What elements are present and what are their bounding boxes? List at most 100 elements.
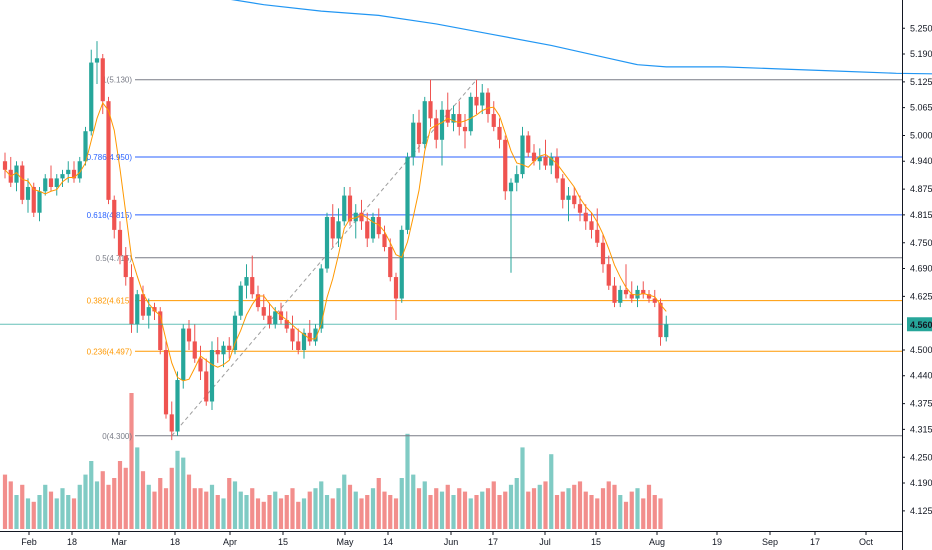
candle-body (94, 58, 100, 63)
time-tick-label: 18 (170, 537, 180, 547)
candle-body (198, 358, 203, 372)
candle-body (290, 328, 295, 342)
volume-bar (198, 488, 203, 529)
volume-bar (129, 393, 134, 529)
volume-bar (37, 495, 42, 529)
candle-body (31, 186, 36, 213)
candle-body (635, 289, 640, 299)
candle-body (480, 92, 485, 106)
candle-body (221, 345, 226, 355)
candle-body (186, 328, 192, 342)
candle-body (589, 221, 594, 230)
candle-body (629, 294, 634, 299)
volume-bar (296, 501, 301, 529)
volume-bar (652, 495, 657, 529)
volume-bar (238, 491, 243, 529)
price-tick-label: 4.690 (910, 263, 932, 273)
volume-bar (112, 478, 117, 529)
fib-level-label: 1(5.130) (102, 76, 132, 85)
long-moving-average-line (230, 0, 932, 75)
candle-body (451, 114, 456, 123)
volume-bar (117, 461, 123, 529)
candle-body (238, 285, 243, 316)
candle-body (112, 199, 117, 230)
time-tick-label: Apr (223, 537, 237, 547)
candle-body (106, 101, 111, 200)
candle-body (474, 96, 479, 106)
candle-body (192, 341, 197, 359)
price-tick-label: 4.625 (910, 291, 932, 301)
candle-body (652, 298, 657, 303)
candle-body (342, 195, 347, 222)
candle-body (117, 229, 123, 256)
candle-body (595, 229, 600, 243)
volume-bar (169, 467, 174, 529)
price-tick-label: 5.190 (910, 49, 932, 59)
candle-body (439, 109, 445, 140)
volume-bar (485, 488, 491, 529)
volume-bar (359, 498, 364, 529)
candle-body (307, 332, 312, 342)
candle-body (140, 294, 146, 316)
volume-bar (255, 498, 261, 529)
volume-bar (77, 484, 82, 529)
volume-bar (43, 484, 48, 529)
volume-bar (290, 488, 295, 529)
candle-body (600, 242, 606, 265)
candle-body (353, 212, 358, 222)
time-tick-label: 15 (591, 537, 601, 547)
candle-body (336, 221, 341, 239)
volume-bar (526, 491, 531, 529)
candle-body (273, 311, 278, 325)
time-tick-label: Sep (762, 537, 778, 547)
volume-bar (25, 498, 31, 529)
volume-bar (399, 478, 404, 529)
volume-bar (232, 481, 238, 529)
candle-body (163, 350, 169, 415)
candle-body (572, 195, 577, 205)
price-tick-label: 5.125 (910, 77, 932, 87)
candle-body (25, 186, 31, 200)
time-tick-label: Mar (111, 537, 127, 547)
volume-bar (445, 484, 450, 529)
candle-body (612, 285, 617, 303)
candle-body (123, 255, 128, 278)
price-tick-label: 4.500 (910, 345, 932, 355)
candle-body (554, 156, 560, 179)
volume-bar (503, 491, 508, 529)
volume-layer (2, 393, 663, 529)
price-tick-label: 4.875 (910, 184, 932, 194)
volume-bar (531, 488, 537, 529)
volume-bar (94, 481, 100, 529)
volume-bar (175, 450, 180, 529)
candle-body (227, 345, 232, 350)
volume-bar (227, 478, 232, 529)
volume-bar (439, 491, 445, 529)
volume-bar (595, 498, 600, 529)
candle-body (457, 114, 462, 127)
candle-body (215, 350, 220, 355)
volume-bar (577, 481, 583, 529)
volume-bar (215, 495, 220, 529)
short-moving-average-line (4, 101, 667, 382)
candle-body (359, 212, 364, 222)
candle-body (43, 178, 48, 192)
fib-level-label: 0.382(4.615) (87, 297, 133, 306)
candle-body (330, 217, 335, 239)
candle-body (37, 191, 42, 213)
candle-body (296, 341, 301, 350)
time-tick-label: 17 (488, 537, 498, 547)
candle-body (531, 152, 537, 162)
candle-body (255, 294, 261, 308)
candle-body (135, 294, 140, 325)
volume-bar (146, 484, 151, 529)
volume-bar (336, 488, 341, 529)
last-price-layer: 4.560 (0, 317, 932, 332)
volume-bar (186, 474, 192, 529)
last-price-badge (907, 317, 932, 332)
volume-bar (641, 498, 646, 529)
time-tick-label: 14 (383, 537, 393, 547)
volume-bar (140, 471, 146, 529)
